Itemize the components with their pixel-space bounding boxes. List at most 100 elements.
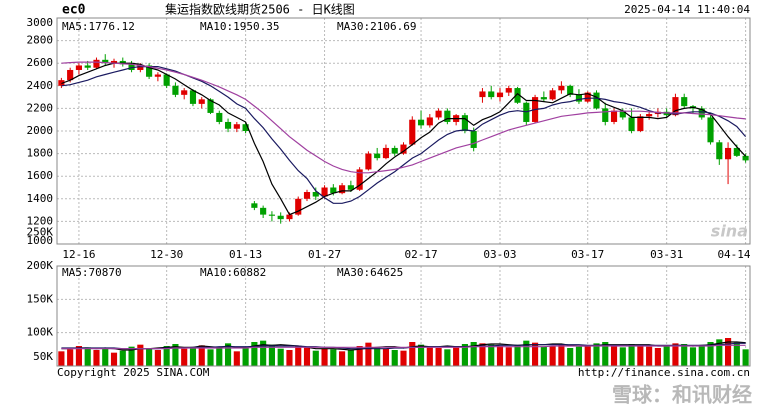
- volume-bar: [523, 340, 530, 366]
- volume-bar: [154, 350, 161, 366]
- volume-bar: [67, 349, 74, 366]
- volume-bar: [567, 348, 574, 366]
- volume-bar: [698, 346, 705, 366]
- volume-bar: [610, 346, 618, 366]
- candle-body: [672, 97, 679, 116]
- volume-bar: [172, 344, 179, 366]
- volume-bar: [426, 346, 433, 366]
- candle-body: [163, 74, 170, 86]
- candle-body: [260, 207, 267, 215]
- candle-body: [251, 203, 258, 208]
- candle-body: [435, 110, 442, 118]
- watermark: 雪球：和讯财经: [612, 383, 752, 407]
- volume-bar: [198, 345, 205, 366]
- volume-bar: [207, 349, 214, 366]
- candle-body: [733, 147, 740, 156]
- volume-bar: [286, 350, 293, 366]
- candle-body: [505, 88, 512, 93]
- y-tick-label: 2800: [27, 34, 54, 47]
- volume-bar: [602, 342, 609, 366]
- plot-layer: 1000 1200 1400 1600 1800 2000 2200 2400 2600 2800…: [27, 16, 751, 366]
- volume-bar: [593, 343, 600, 366]
- y-tick-label: 1200: [27, 214, 54, 227]
- volume-bar: [119, 350, 126, 366]
- volume-bar: [347, 350, 354, 366]
- candle-body: [549, 90, 556, 100]
- y-tick-label: 2600: [27, 56, 54, 69]
- candle-body: [716, 142, 723, 160]
- candle-body: [295, 198, 302, 215]
- candle-body: [146, 65, 153, 77]
- volume-bar: [110, 352, 118, 366]
- volume-bar: [496, 346, 504, 366]
- candle-body: [382, 147, 390, 159]
- candle-body: [93, 59, 100, 68]
- candle-body: [540, 97, 547, 100]
- candle-body: [575, 94, 583, 102]
- volume-bar: [628, 344, 635, 366]
- candle-body: [277, 215, 284, 220]
- candle-body: [268, 214, 275, 216]
- candle-body: [426, 117, 433, 126]
- candle-body: [646, 114, 653, 117]
- candle-body: [584, 92, 591, 102]
- candle-body: [137, 65, 144, 70]
- volume-tick-label: 250K: [27, 226, 54, 239]
- chart-title: 集运指数欧线期货2506 - 日K线图: [165, 2, 355, 17]
- x-tick-label: 03-31: [650, 248, 683, 261]
- legend-entry: MA30:2106.69: [337, 20, 416, 33]
- candle-body: [707, 117, 714, 143]
- y-tick-label: 1400: [27, 192, 54, 205]
- candle-body: [593, 92, 600, 109]
- candle-body: [67, 69, 74, 81]
- candle-body: [84, 65, 91, 68]
- volume-bar: [400, 350, 407, 366]
- volume-bar: [707, 342, 714, 366]
- volume-bar: [409, 342, 416, 366]
- volume-bar: [654, 348, 661, 366]
- price-frame: [56, 17, 751, 245]
- volume-bar: [321, 348, 328, 366]
- x-tick-label: 01-27: [308, 248, 341, 261]
- x-tick-label: 04-14: [717, 248, 750, 261]
- volume-tick-label: 200K: [27, 259, 54, 272]
- candle-body: [724, 147, 732, 160]
- volume-bar: [295, 346, 302, 366]
- y-tick-label: 3000: [27, 16, 54, 29]
- candle-body: [461, 115, 468, 131]
- volume-bar: [724, 338, 732, 366]
- volume-bar: [251, 342, 258, 366]
- candle-body: [619, 110, 626, 118]
- candle-body: [602, 108, 609, 122]
- volume-bar: [681, 344, 688, 366]
- candle-body: [356, 169, 363, 190]
- x-tick-label: 01-13: [229, 248, 262, 261]
- candle-body: [558, 85, 565, 91]
- volume-bar: [479, 343, 486, 366]
- symbol: ec0: [62, 3, 86, 18]
- x-tick-label: 03-17: [571, 248, 604, 261]
- volume-bar: [435, 348, 442, 366]
- legend-entry: MA10:1950.35: [200, 20, 279, 33]
- logo: sina: [711, 222, 748, 241]
- candle-body: [347, 185, 354, 190]
- volume-bar: [242, 347, 249, 366]
- ma-line: [61, 61, 746, 174]
- candle-body: [698, 108, 705, 118]
- candle-body: [102, 59, 109, 64]
- candle-body: [312, 192, 319, 197]
- candle-body: [417, 119, 425, 126]
- volume-frame: [56, 265, 751, 367]
- candle-body: [479, 91, 486, 98]
- candle-body: [207, 99, 214, 113]
- candle-body: [339, 185, 346, 194]
- volume-bar: [374, 347, 381, 366]
- volume-bar: [575, 346, 583, 366]
- candle-body: [628, 117, 635, 131]
- candle-body: [242, 124, 249, 131]
- volume-bar: [303, 347, 311, 366]
- candle-body: [637, 116, 644, 131]
- ma-line: [61, 62, 747, 216]
- volume-bar: [312, 350, 319, 366]
